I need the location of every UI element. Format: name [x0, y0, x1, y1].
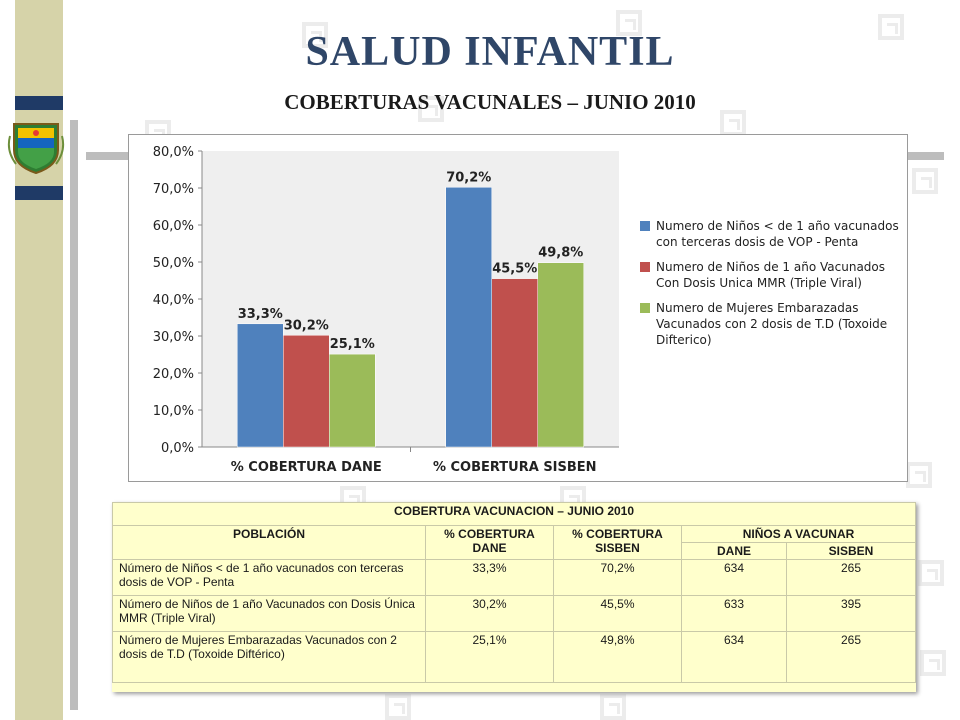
- cell-poblacion: Número de Niños < de 1 año vacunados con…: [112, 559, 426, 596]
- left-strip-band: [15, 186, 63, 200]
- bar-1: [237, 323, 284, 448]
- chart-legend: Numero de Niños < de 1 año vacunados con…: [640, 218, 905, 357]
- y-tick-label: 50,0%: [153, 256, 194, 271]
- cell-poblacion: Número de Mujeres Embarazadas Vacunados …: [112, 631, 426, 683]
- cell-poblacion: Número de Niños de 1 año Vacunados con D…: [112, 595, 426, 632]
- decor-motif: [878, 14, 904, 40]
- bar-3: [537, 262, 584, 448]
- decor-motif: [418, 96, 444, 122]
- left-strip-band: [15, 96, 63, 110]
- legend-swatch-series2: [640, 262, 650, 272]
- decor-motif: [906, 462, 932, 488]
- bar-data-label: 45,5%: [492, 262, 537, 277]
- decor-motif: [302, 22, 328, 48]
- legend-label-series2: Numero de Niños de 1 año Vacunados Con D…: [656, 260, 886, 290]
- header-cobertura-dane: % COBERTURA DANE: [425, 525, 554, 560]
- decor-motif: [912, 168, 938, 194]
- cell-cobertura-dane: 33,3%: [425, 559, 554, 596]
- table-row: Número de Mujeres Embarazadas Vacunados …: [112, 631, 916, 683]
- y-tick-label: 20,0%: [153, 367, 194, 382]
- cell-dane: 634: [680, 559, 788, 596]
- bar-2: [491, 278, 538, 448]
- coverage-table: COBERTURA VACUNACION – JUNIO 2010 POBLAC…: [112, 502, 916, 683]
- bar-data-label: 70,2%: [446, 170, 491, 185]
- coat-of-arms-logo: [7, 123, 65, 175]
- x-category-label: % COBERTURA SISBEN: [433, 460, 597, 475]
- cell-sisben: 265: [786, 559, 916, 596]
- bar-1: [445, 187, 492, 448]
- y-tick-label: 30,0%: [153, 330, 194, 345]
- chart-panel: 0,0% 10,0% 20,0% 30,0% 40,0% 50,0% 60,0% 70,0% 8…: [128, 134, 908, 482]
- left-decor-strip: [15, 0, 63, 720]
- x-category-label: % COBERTURA DANE: [231, 460, 382, 475]
- decor-motif: [918, 560, 944, 586]
- cell-sisben: 265: [786, 631, 916, 683]
- page-subtitle: COBERTURAS VACUNALES – JUNIO 2010: [284, 90, 696, 114]
- bar-data-label: 33,3%: [238, 307, 283, 322]
- coverage-table-panel: COBERTURA VACUNACION – JUNIO 2010 POBLAC…: [112, 502, 916, 692]
- top-gray-rule-right: [908, 152, 944, 160]
- page-title: SALUD INFANTIL: [305, 29, 675, 75]
- table-title: COBERTURA VACUNACION – JUNIO 2010: [112, 502, 916, 526]
- y-tick-label: 60,0%: [153, 219, 194, 234]
- y-tick-label: 40,0%: [153, 293, 194, 308]
- y-tick-label: 80,0%: [153, 145, 194, 160]
- cell-cobertura-sisben: 70,2%: [553, 559, 682, 596]
- header-sisben: SISBEN: [786, 542, 916, 560]
- top-gray-rule: [86, 152, 128, 160]
- bar-data-label: 49,8%: [538, 246, 583, 261]
- table-row: Número de Niños < de 1 año vacunados con…: [112, 559, 916, 596]
- decor-motif: [600, 694, 626, 720]
- header-dane: DANE: [680, 542, 788, 560]
- legend-item-series3: Numero de Mujeres Embarazadas Vacunados …: [640, 300, 905, 348]
- bar-3: [329, 353, 376, 448]
- header-poblacion: POBLACIÓN: [112, 525, 426, 560]
- legend-item-series2: Numero de Niños de 1 año Vacunados Con D…: [640, 259, 905, 291]
- decor-motif: [920, 650, 946, 676]
- bar-data-label: 30,2%: [284, 318, 329, 333]
- table-row: Número de Niños de 1 año Vacunados con D…: [112, 595, 916, 632]
- header-cobertura-sisben: % COBERTURA SISBEN: [553, 525, 682, 560]
- legend-label-series1: Numero de Niños < de 1 año vacunados con…: [656, 219, 899, 249]
- cell-dane: 633: [680, 595, 788, 632]
- y-tick-label: 70,0%: [153, 182, 194, 197]
- cell-sisben: 395: [786, 595, 916, 632]
- legend-item-series1: Numero de Niños < de 1 año vacunados con…: [640, 218, 905, 250]
- y-tick-label: 10,0%: [153, 404, 194, 419]
- legend-swatch-series1: [640, 221, 650, 231]
- left-gray-rule: [70, 120, 78, 710]
- y-tick-label: 0,0%: [161, 441, 194, 456]
- table-header-row: POBLACIÓN % COBERTURA DANE % COBERTURA S…: [112, 525, 916, 560]
- decor-motif: [385, 694, 411, 720]
- cell-cobertura-sisben: 45,5%: [553, 595, 682, 632]
- header-ninos-a-vacunar: NIÑOS A VACUNAR: [681, 525, 916, 543]
- cell-cobertura-dane: 25,1%: [425, 631, 554, 683]
- legend-label-series3: Numero de Mujeres Embarazadas Vacunados …: [656, 301, 888, 347]
- bar-data-label: 25,1%: [330, 337, 375, 352]
- table-subheader-row: DANE SISBEN: [113, 542, 916, 560]
- bar-chart: 0,0% 10,0% 20,0% 30,0% 40,0% 50,0% 60,0% 70,0% 8…: [153, 145, 619, 475]
- cell-cobertura-dane: 30,2%: [425, 595, 554, 632]
- table-title-row: COBERTURA VACUNACION – JUNIO 2010: [112, 502, 916, 526]
- decor-motif: [616, 10, 642, 36]
- cell-cobertura-sisben: 49,8%: [553, 631, 682, 683]
- bar-2: [283, 335, 330, 448]
- cell-dane: 634: [680, 631, 788, 683]
- legend-swatch-series3: [640, 303, 650, 313]
